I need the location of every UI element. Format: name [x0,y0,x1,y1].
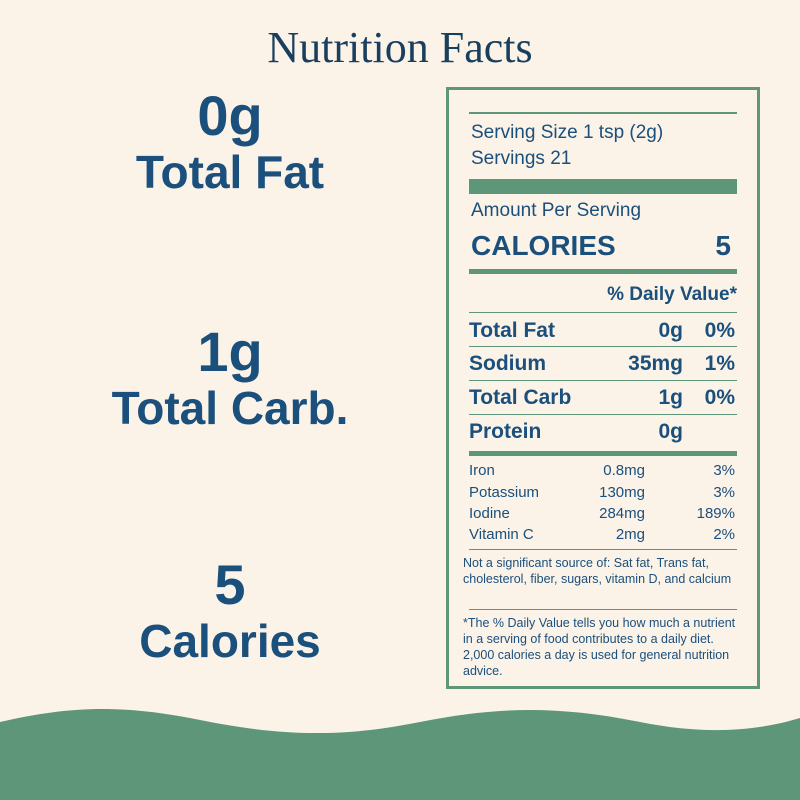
mineral-dv: 2% [713,526,735,543]
highlight-value: 1g [197,320,263,383]
divider [469,414,737,415]
mineral-name: Vitamin C [469,526,534,543]
highlight-total-carb: 1g Total Carb. [0,320,460,435]
divider [469,112,737,114]
divider [469,609,737,610]
page-title: Nutrition Facts [267,23,533,72]
daily-value-footnote: *The % Daily Value tells you how much a … [463,616,736,678]
divider [469,312,737,313]
divider [469,380,737,381]
amount-per-serving: Amount Per Serving [471,200,642,221]
nutrition-label-panel: Serving Size 1 tsp (2g) Servings 21 Amou… [446,87,760,689]
calories-label: CALORIES [471,230,616,261]
decorative-wave [0,708,800,800]
nutrient-dv: 0% [704,319,735,342]
mineral-amount: 130mg [599,484,645,501]
mineral-dv: 3% [713,484,735,501]
highlight-label: Total Carb. [111,382,349,434]
mineral-name: Iodine [469,505,510,522]
divider [469,346,737,347]
mineral-amount: 284mg [599,505,645,522]
nutrient-amount: 0g [658,420,683,443]
thick-divider [469,179,737,194]
mineral-name: Iron [469,462,495,479]
servings-count: Servings 21 [471,148,572,169]
nutrient-name: Sodium [469,352,546,375]
not-significant-note: Not a significant source of: Sat fat, Tr… [463,556,732,586]
mineral-amount: 0.8mg [603,462,645,479]
highlight-label: Total Fat [135,146,325,198]
highlight-value: 0g [197,84,263,147]
highlight-total-fat: 0g Total Fat [0,84,460,199]
serving-size: Serving Size 1 tsp (2g) [471,122,664,143]
mineral-dv: 3% [713,462,735,479]
highlight-value: 5 [214,553,246,616]
nutrient-name: Total Fat [469,319,555,342]
mineral-dv: 189% [696,505,735,522]
daily-value-header: % Daily Value* [607,284,737,305]
nutrient-amount: 1g [658,386,683,409]
medium-divider [469,269,737,274]
highlight-label: Calories [139,615,321,667]
highlight-calories: 5 Calories [0,553,460,668]
calories-value: 5 [715,230,731,261]
nutrient-name: Protein [469,420,542,443]
nutrient-dv: 0% [704,386,735,409]
nutrient-dv: 1% [704,352,735,375]
divider [469,549,737,550]
nutrient-amount: 35mg [628,352,683,375]
mineral-amount: 2mg [615,526,645,543]
medium-divider [469,451,737,456]
nutrient-amount: 0g [658,319,683,342]
nutrient-name: Total Carb [469,386,572,409]
mineral-name: Potassium [469,484,540,501]
